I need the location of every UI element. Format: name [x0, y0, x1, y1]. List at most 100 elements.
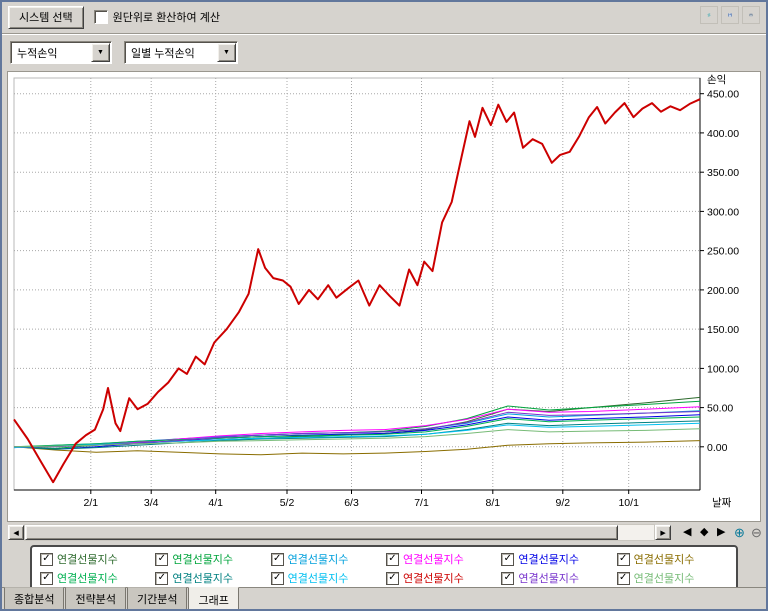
svg-text:350.00: 350.00 — [707, 167, 739, 179]
save-button[interactable] — [721, 6, 739, 24]
legend-label: 연결선물지수 — [172, 573, 234, 585]
legend-label: 연결선물지수 — [633, 554, 695, 566]
legend-label: 연결선물지수 — [518, 573, 580, 585]
legend-item[interactable]: ✓ 연결선물지수 — [270, 551, 382, 567]
legend-item[interactable]: ✓ 연결선물지수 — [270, 570, 382, 586]
period-combobox-arrow[interactable]: ▼ — [217, 43, 236, 62]
legend-item[interactable]: ✓ 연결선물지수 — [386, 551, 497, 567]
legend-checkbox[interactable]: ✓ — [501, 571, 515, 585]
legend-item[interactable]: ✓ 연결선물지수 — [616, 570, 728, 586]
nav-center-button[interactable]: ◆ — [694, 524, 709, 541]
series-line — [14, 411, 701, 448]
zoom-out-button[interactable]: ⊖ — [745, 524, 762, 541]
tab-그래프[interactable]: 그래프 — [188, 587, 239, 609]
nav-next-button[interactable]: ▶ — [711, 524, 726, 541]
legend-checkbox[interactable]: ✓ — [616, 552, 630, 566]
print-icon — [749, 13, 753, 17]
filter-row: 누적손익 ▼ 일별 누적손익 ▼ — [2, 35, 766, 69]
svg-text:450.00: 450.00 — [707, 89, 739, 101]
series-line — [13, 440, 701, 456]
unit-conversion-option[interactable]: 원단위로 환산하여 계산 — [93, 9, 220, 25]
legend-label: 연결선물지수 — [633, 573, 695, 585]
svg-text:5/2: 5/2 — [280, 497, 295, 509]
system-select-button[interactable]: 시스템 선택 — [8, 5, 84, 29]
print-button[interactable] — [742, 6, 760, 24]
svg-text:50.00: 50.00 — [707, 403, 733, 415]
legend-label: 연결선물지수 — [287, 573, 349, 585]
svg-text:150.00: 150.00 — [707, 324, 739, 336]
legend-checkbox[interactable]: ✓ — [616, 571, 630, 585]
legend-checkbox[interactable]: ✓ — [270, 552, 284, 566]
tab-전략분석[interactable]: 전략분석 — [65, 587, 126, 609]
legend-checkbox[interactable]: ✓ — [40, 552, 53, 566]
legend-panel: ✓ 연결선물지수 ✓ 연결선물지수 ✓ 연결선물지수 ✓ 연결선물지수 ✓ 연결선물지수 ✓ 연결선물… — [30, 545, 738, 592]
tab-종합분석[interactable]: 종합분석 — [4, 587, 65, 609]
svg-text:200.00: 200.00 — [707, 285, 739, 297]
scroll-left-button[interactable]: ◀ — [8, 525, 24, 540]
legend-grid: ✓ 연결선물지수 ✓ 연결선물지수 ✓ 연결선물지수 ✓ 연결선물지수 ✓ 연결선물지수 ✓ 연결선물… — [40, 551, 728, 586]
legend-checkbox[interactable]: ✓ — [501, 552, 515, 566]
scroll-right-button[interactable]: ▶ — [655, 525, 671, 540]
metric-combobox[interactable]: 누적손익 ▼ — [10, 41, 112, 64]
metric-combobox-arrow[interactable]: ▼ — [91, 43, 110, 62]
period-combobox-value: 일별 누적손익 — [131, 48, 195, 60]
legend-item[interactable]: ✓ 연결선물지수 — [155, 551, 266, 567]
legend-label: 연결선물지수 — [287, 554, 349, 566]
legend-checkbox[interactable]: ✓ — [40, 571, 53, 585]
legend-label: 연결선물지수 — [57, 554, 118, 566]
svg-text:2/1: 2/1 — [83, 497, 98, 509]
period-combobox[interactable]: 일별 누적손익 ▼ — [124, 41, 238, 64]
unit-conversion-label: 원단위로 환산하여 계산 — [112, 12, 220, 24]
refresh-button[interactable] — [700, 6, 718, 24]
legend-item[interactable]: ✓ 연결선물지수 — [501, 570, 612, 586]
series-line — [13, 98, 701, 484]
scroll-track[interactable] — [24, 524, 655, 541]
tab-기간분석[interactable]: 기간분석 — [126, 587, 188, 609]
legend-label: 연결선물지수 — [172, 554, 234, 566]
legend-item[interactable]: ✓ 연결선물지수 — [616, 551, 728, 567]
metric-combobox-value: 누적손익 — [17, 48, 58, 60]
scroll-thumb[interactable] — [25, 525, 619, 540]
legend-item[interactable]: ✓ 연결선물지수 — [40, 570, 151, 586]
legend-checkbox[interactable]: ✓ — [270, 571, 284, 585]
legend-checkbox[interactable]: ✓ — [386, 552, 399, 566]
svg-text:250.00: 250.00 — [707, 246, 739, 258]
svg-text:300.00: 300.00 — [707, 206, 739, 218]
svg-text:10/1: 10/1 — [618, 497, 639, 509]
legend-item[interactable]: ✓ 연결선물지수 — [40, 551, 151, 567]
legend-label: 연결선물지수 — [403, 573, 464, 585]
svg-text:100.00: 100.00 — [707, 363, 739, 375]
series-line — [13, 420, 701, 450]
legend-item[interactable]: ✓ 연결선물지수 — [501, 551, 612, 567]
series-line — [13, 406, 701, 448]
toolbar-icons — [700, 6, 760, 24]
legend-checkbox[interactable]: ✓ — [155, 552, 169, 566]
svg-text:0.00: 0.00 — [707, 442, 728, 454]
chart-nav-controls: ◀ ◆ ▶ ⊕ ⊖ — [677, 524, 762, 541]
h-scrollbar: ◀ ▶ ◀ ◆ ▶ ⊕ ⊖ — [8, 524, 762, 541]
svg-text:날짜: 날짜 — [712, 497, 732, 509]
svg-text:8/1: 8/1 — [485, 497, 500, 509]
zoom-in-button[interactable]: ⊕ — [728, 524, 745, 541]
svg-text:9/2: 9/2 — [555, 497, 570, 509]
save-icon — [728, 13, 732, 17]
svg-text:손익: 손익 — [707, 74, 726, 86]
profit-chart[interactable]: 450.00 400.00 350.00 300.00 250.00 200.00 150.… — [8, 72, 760, 518]
unit-conversion-checkbox[interactable] — [93, 10, 108, 24]
svg-text:7/1: 7/1 — [414, 497, 429, 509]
series-line — [13, 428, 701, 448]
legend-checkbox[interactable]: ✓ — [155, 571, 169, 585]
svg-text:4/1: 4/1 — [208, 497, 223, 509]
nav-prev-button[interactable]: ◀ — [677, 524, 692, 541]
chevron-down-icon: ▼ — [223, 49, 230, 56]
legend-item[interactable]: ✓ 연결선물지수 — [155, 570, 266, 586]
toolbar-divider — [2, 33, 766, 35]
legend-label: 연결선물지수 — [57, 573, 118, 585]
chart-panel: 450.00 400.00 350.00 300.00 250.00 200.00 150.… — [7, 71, 761, 522]
svg-text:400.00: 400.00 — [707, 128, 739, 140]
refresh-icon — [707, 13, 711, 17]
legend-checkbox[interactable]: ✓ — [386, 571, 399, 585]
legend-item[interactable]: ✓ 연결선물지수 — [386, 570, 497, 586]
toolbar: 시스템 선택 원단위로 환산하여 계산 — [2, 2, 766, 32]
